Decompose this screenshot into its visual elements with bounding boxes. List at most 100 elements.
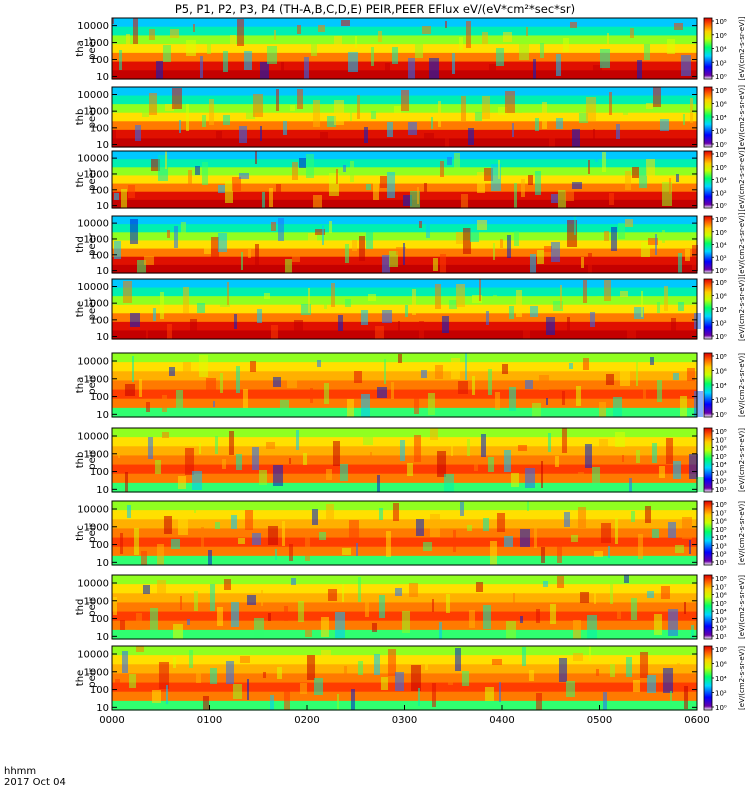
y-tick-label: 10 [96,485,109,496]
colorbar-tick-label: 10⁰ [715,202,727,210]
x-tick-label: 0200 [294,715,319,726]
colorbar-tick-label: 10⁵ [715,526,727,534]
y-tick-label: 1000 [84,38,109,49]
y-tick-label: 1000 [84,107,109,118]
panel-thd-peer: 10000 1000 100 10 thd peer 10⁸ 10⁶ 10⁴ 10² 10⁰ [eV/… [75,212,746,277]
colorbar-unit-label: [eV/(cm2-s-sr-eV)] [738,212,746,276]
colorbar-tick-label: 10⁶ [715,293,727,301]
colorbar-unit-label: [eV/(cm2-s-sr-eV)] [738,428,746,492]
colorbar-tick-label: 10⁶ [715,101,727,109]
x-date-label: 2017 Oct 04 [4,777,66,788]
y-tick-label: 10000 [77,90,109,101]
colorbar-tick-label: 10¹ [715,559,727,567]
colorbar-tick-label: 10⁸ [715,18,727,26]
y-tick-label: 100 [90,614,109,625]
panel-label-probe: tha [75,377,86,393]
y-tick-label: 100 [90,685,109,696]
colorbar-tick-label: 10⁶ [715,518,727,526]
colorbar-unit-label: [eV/(cm2-s-sr-eV)] [738,575,746,639]
y-tick-label: 10 [96,201,109,212]
colorbar-tick-label: 10⁰ [715,267,727,275]
colorbar-tick-label: 10³ [715,616,727,624]
panel-label-instrument: peer [87,232,98,256]
colorbar-tick-label: 10⁶ [715,32,727,40]
panel-thd-peir: 10000 1000 100 10 thd peir 10⁸10⁷10⁶10⁵10⁴10³1… [75,574,746,643]
colorbar-tick-label: 10³ [715,542,727,550]
panel-label-instrument: peir [87,596,98,616]
y-tick-label: 100 [90,540,109,551]
colorbar-tick-label: 10² [715,189,727,197]
colorbar-tick-label: 10² [715,320,727,328]
colorbar-tick-label: 10⁷ [715,509,727,517]
y-tick-label: 100 [90,185,109,196]
panel-label-probe: thd [75,236,86,253]
colorbar-tick-label: 10⁰ [715,411,727,419]
colorbar-tick-label: 10³ [715,469,727,477]
colorbar-thc-peer: 10⁸ 10⁶ 10⁴ 10² 10⁰ [703,150,727,210]
colorbar-tick-label: 10⁴ [715,46,727,54]
panel-label-instrument: peir [87,522,98,542]
colorbar-tick-label: 10⁸ [715,151,727,159]
y-tick-label: 100 [90,392,109,403]
spectrogram-the-peer [112,279,701,340]
y-tick-label: 10000 [77,357,109,368]
colorbar-tha-peir: 10⁸ 10⁶ 10⁴ 10² 10⁰ [703,352,727,419]
colorbar-tick-label: 10⁸ [715,216,727,224]
y-tick-label: 100 [90,55,109,66]
y-tick-label: 10 [96,72,109,83]
colorbar-tick-label: 10⁰ [715,333,727,341]
chart-title: P5, P1, P2, P3, P4 (TH-A,B,C,D,E) PEIR,P… [175,2,575,16]
y-tick-label: 1000 [84,449,109,460]
panel-label-instrument: peer [87,167,98,191]
colorbar-tick-label: 10² [715,397,727,405]
colorbar-tick-label: 10² [715,551,727,559]
colorbar-tick-label: 10⁴ [715,608,727,616]
colorbar-tick-label: 10⁸ [715,646,727,654]
y-tick-label: 10000 [77,432,109,443]
colorbar-tick-label: 10⁴ [715,382,727,390]
y-tick-label: 1000 [84,596,109,607]
y-tick-label: 1000 [84,299,109,310]
panel-label-instrument: peer [87,105,98,129]
colorbar-tick-label: 10⁴ [715,534,727,542]
colorbar-tick-label: 10⁴ [715,461,727,469]
colorbar-tick-label: 10² [715,128,727,136]
colorbar-unit-label: [eV/(cm2-s-sr-eV)] [738,277,746,341]
panel-label-probe: thd [75,599,86,616]
colorbar-tick-label: 10¹ [715,633,727,641]
colorbar-tick-label: 10⁸ [715,575,727,583]
x-tick-label: 0600 [684,715,709,726]
spectrogram-thb-peir [112,428,706,493]
y-tick-label: 100 [90,315,109,326]
colorbar-tick-label: 10⁶ [715,229,727,237]
y-tick-label: 100 [90,250,109,261]
colorbar-tick-label: 10⁴ [715,306,727,314]
colorbar-tick-label: 10⁶ [715,661,727,669]
spectrogram-thc-peir [112,501,697,566]
y-tick-label: 10000 [77,579,109,590]
x-tick-label: 0400 [489,715,514,726]
x-time-label: hhmm [4,766,36,777]
panel-label-probe: tha [75,40,86,56]
y-tick-label: 10000 [77,282,109,293]
y-tick-label: 10 [96,632,109,643]
x-tick-label: 0100 [197,715,222,726]
colorbar-tick-label: 10⁶ [715,445,727,453]
colorbar-tick-label: 10⁸ [715,428,727,436]
y-tick-label: 100 [90,467,109,478]
y-tick-label: 10 [96,410,109,421]
y-tick-label: 10000 [77,21,109,32]
spectrogram-thb-peer [112,87,697,148]
colorbar-tick-label: 10¹ [715,486,727,494]
panel-label-instrument: peer [87,36,98,60]
colorbar-tick-label: 10² [715,59,727,67]
colorbar-tick-label: 10⁷ [715,436,727,444]
colorbar-tick-label: 10⁸ [715,279,727,287]
